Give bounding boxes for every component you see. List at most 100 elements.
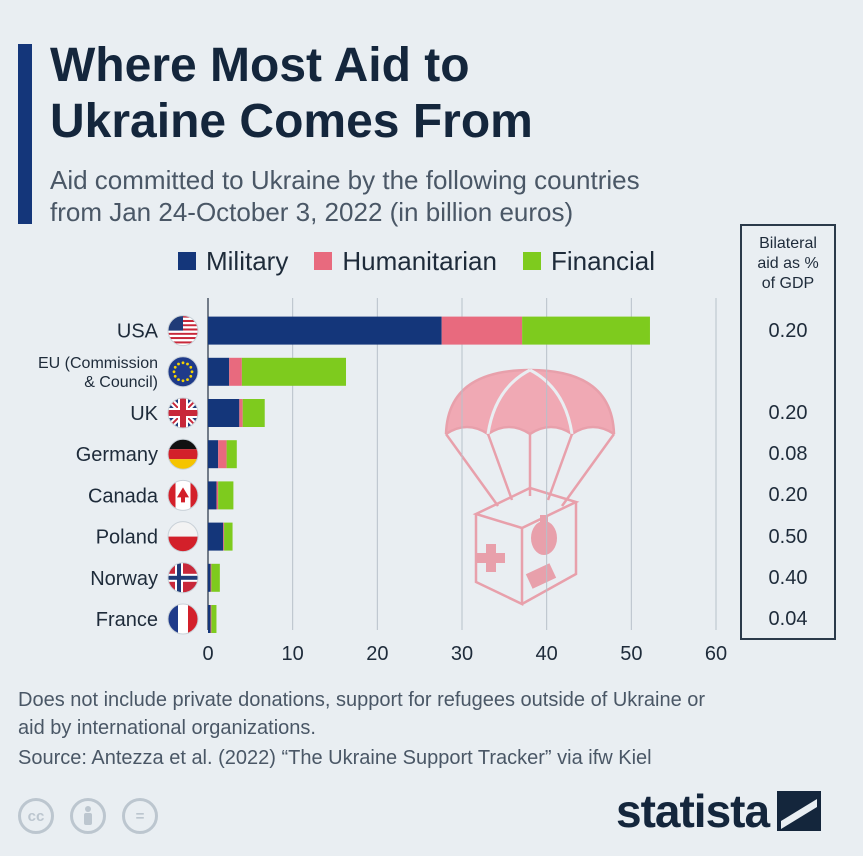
legend-label-military: Military [206,245,289,276]
category-label-line: Germany [76,444,158,466]
aid-bar-chart: 0 10 20 30 40 50 60 USA EU (Commission & Council)… [38,298,727,665]
legend-swatch-military [178,252,196,270]
bar-financial-6 [211,563,220,592]
category-label-3: Germany [76,444,158,466]
bar-military-0 [208,316,442,345]
gdp-percent-value: 0.04 [768,608,808,630]
bar-financial-4 [218,481,234,510]
gdp-percent-value: 0.20 [768,484,808,507]
eu-flag-icon [168,356,198,387]
flag-outline [167,479,199,511]
flag-outline [167,356,199,388]
bar-humanitarian-6 [210,563,212,592]
title-line-1: Where Most Aid to [50,39,470,92]
legend-swatch-humanitarian [314,252,333,270]
legend-item-financial: Financial [522,245,656,277]
x-tick-label-60: 60 [705,643,727,665]
chart-legend: Military Humanitarian Financial [178,244,681,278]
x-tick-label-0: 0 [202,643,213,665]
statista-logo-mark-icon [777,791,822,831]
subtitle-line-1: Aid committed to Ukraine by the followin… [50,165,640,195]
gdp-percent-value: 0.50 [768,525,808,548]
bar-financial-0 [522,316,650,345]
no-derivatives-icon[interactable]: = [122,798,158,834]
category-label-1: EU (Commission & Council) [38,355,158,391]
bar-humanitarian-3 [218,440,227,469]
x-tick-label-50: 50 [620,643,642,665]
canada-flag-icon [168,480,198,511]
legend-label-financial: Financial [550,245,656,276]
flag-outline [167,603,199,635]
poland-flag-icon [168,521,198,552]
gdp-column-box: Bilateral aid as % of GDP 0.20 0.20 0.08 0.… [740,224,836,640]
gdp-percent-value: 0.20 [768,319,808,342]
category-label-line: UK [130,403,158,425]
bar-military-4 [208,481,217,510]
bar-military-3 [208,440,219,469]
category-label-line: USA [117,321,159,343]
bar-humanitarian-0 [441,316,523,345]
gdp-header-line-2: aid as % [757,255,819,272]
category-label-line: & Council) [84,374,158,391]
gdp-percent-value: 0.08 [768,443,808,466]
subtitle-line-2: from Jan 24-October 3, 2022 (in billion … [50,197,574,227]
uk-flag-icon [168,398,198,428]
bar-military-6 [208,563,211,592]
footnote-line-1: Does not include private donations, supp… [18,689,706,711]
category-label-line: Poland [96,527,158,549]
flag-outline [167,521,199,553]
footnote: Does not include private donations, supp… [18,686,838,742]
flag-outline [167,315,199,347]
gdp-header-line-3: of GDP [761,275,815,292]
france-flag-icon [168,604,198,634]
person-icon [84,806,92,825]
bar-financial-3 [226,440,237,469]
bar-financial-1 [241,357,347,386]
gdp-percent-value: 0.40 [768,566,808,589]
title-line-2: Ukraine Comes From [50,95,533,148]
bar-military-5 [208,522,224,551]
x-tick-label-10: 10 [282,643,304,665]
bar-humanitarian-2 [239,399,243,427]
attribution-icon[interactable] [70,798,106,834]
gdp-column-header: Bilateral aid as % of GDP [742,234,834,294]
bar-humanitarian-4 [216,481,219,510]
legend-swatch-financial [522,252,541,270]
title-accent-bar [18,44,32,224]
category-label-4: Canada [88,485,159,507]
bar-military-7 [208,605,211,633]
bar-humanitarian-7 [210,605,212,633]
page-title: Where Most Aid to Ukraine Comes From [50,38,750,150]
bar-financial-2 [242,399,265,427]
category-label-line: EU (Commission [38,355,158,372]
category-label-6: Norway [90,568,158,590]
gdp-percent-value: 0.20 [768,402,808,424]
category-label-line: France [96,609,158,631]
page-subtitle: Aid committed to Ukraine by the followin… [50,164,790,228]
bar-military-1 [208,357,230,386]
source-note: Source: Antezza et al. (2022) “The Ukrai… [18,747,652,769]
parachute-aid-box-icon [444,368,616,606]
cc-icon[interactable]: cc [18,798,54,834]
norway-flag-icon [168,562,198,593]
x-tick-label-30: 30 [451,643,473,665]
category-label-line: Norway [90,568,158,590]
category-label-7: France [96,609,158,631]
gdp-header-line-1: Bilateral [759,235,817,252]
flag-outline [167,562,199,594]
x-tick-label-40: 40 [536,643,558,665]
legend-label-humanitarian: Humanitarian [342,245,497,276]
legend-item-military: Military [178,246,288,277]
bar-financial-7 [211,605,217,633]
bar-military-2 [208,399,240,427]
license-icons: cc = [18,798,174,834]
statista-logo[interactable]: statista [616,784,822,838]
category-label-5: Poland [96,527,158,549]
x-tick-label-20: 20 [366,643,388,665]
germany-flag-icon [168,439,198,470]
category-label-line: Canada [88,485,159,507]
footnote-line-2: aid by international organizations. [18,717,316,739]
bar-humanitarian-5 [223,522,225,551]
brand-wordmark: statista [616,785,770,837]
bar-financial-5 [224,522,233,551]
